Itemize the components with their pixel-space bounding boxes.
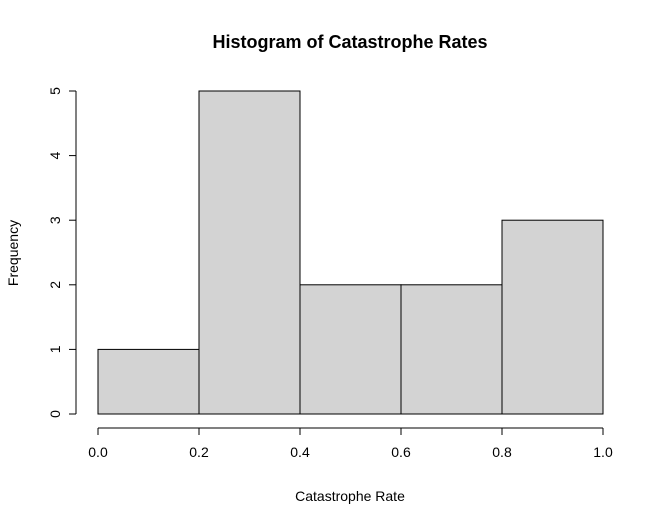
histogram-bar: [400, 284, 503, 415]
x-tick-label: 1.0: [593, 444, 613, 460]
histogram-bar: [299, 284, 402, 415]
histogram-bar: [501, 219, 604, 415]
y-tick-label: 0: [47, 410, 63, 418]
x-tick-label: 0.0: [88, 444, 108, 460]
y-tick-label: 2: [47, 281, 63, 289]
x-tick-label: 0.4: [290, 444, 310, 460]
x-tick-label: 0.8: [492, 444, 512, 460]
y-tick-label: 1: [47, 345, 63, 353]
chart-title: Histogram of Catastrophe Rates: [212, 32, 487, 52]
x-axis: 0.0 0.2 0.4 0.6 0.8 1.0: [88, 427, 613, 460]
y-tick-label: 4: [47, 151, 63, 159]
x-axis-label: Catastrophe Rate: [295, 488, 405, 504]
y-axis-label: Frequency: [5, 220, 21, 286]
histogram-bar: [97, 348, 200, 415]
bars-group: [97, 90, 604, 415]
x-tick-label: 0.6: [391, 444, 411, 460]
y-tick-label: 3: [47, 216, 63, 224]
x-tick-label: 0.2: [189, 444, 209, 460]
histogram-bar: [198, 90, 301, 415]
y-tick-label: 5: [47, 87, 63, 95]
y-axis: 0 1 2 3 4 5: [47, 87, 77, 418]
